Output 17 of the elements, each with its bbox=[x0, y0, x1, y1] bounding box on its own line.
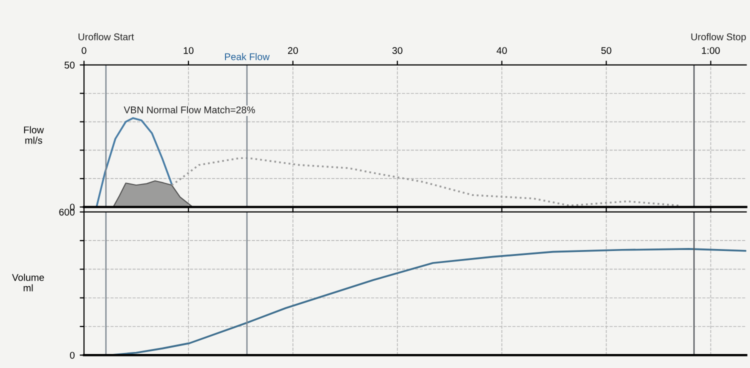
y-tick-label: 600 bbox=[59, 208, 75, 216]
ref-line-label: Uroflow Start bbox=[78, 33, 134, 40]
ref-line-label: Peak Flow bbox=[225, 53, 270, 60]
ref-line-label: Uroflow Stop bbox=[691, 33, 746, 42]
x-tick-label: 30 bbox=[392, 47, 402, 54]
y-tick-label: 0 bbox=[70, 352, 75, 359]
annotation: VBN Normal Flow Match=28% bbox=[124, 106, 255, 114]
x-tick-label: 10 bbox=[184, 47, 194, 54]
x-tick-label: 50 bbox=[601, 47, 612, 54]
y-tick-label: 50 bbox=[64, 62, 75, 69]
x-tick-label: 40 bbox=[496, 47, 507, 54]
x-tick-label: 20 bbox=[288, 47, 298, 54]
y-tick-label: 0 bbox=[70, 204, 75, 211]
y-axis-title: Volume ml bbox=[12, 274, 44, 292]
x-tick-label: 1:00 bbox=[702, 47, 720, 54]
x-tick-label: 0 bbox=[82, 47, 86, 54]
y-axis-title: Flow ml/s bbox=[24, 126, 44, 144]
